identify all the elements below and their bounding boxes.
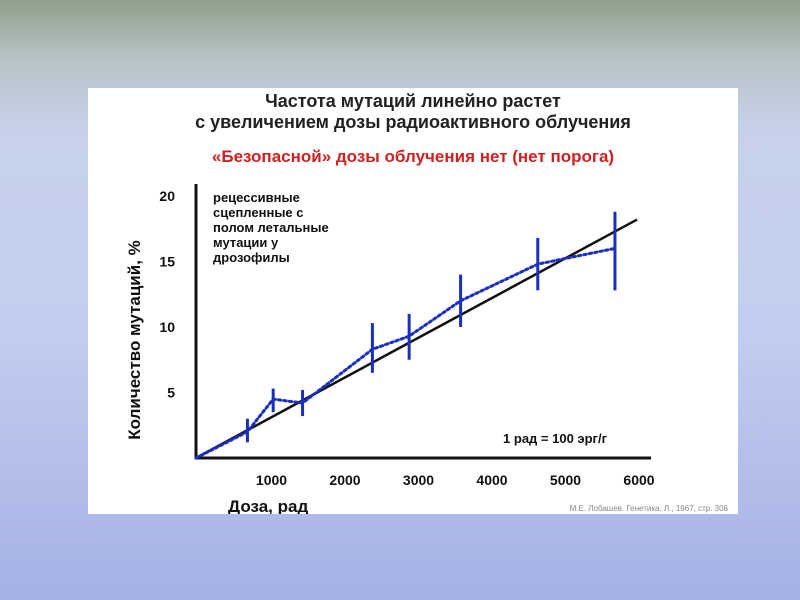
annotation-line: дрозофилы — [213, 250, 290, 265]
annotation-line: мутации у — [213, 235, 279, 250]
x-tick-label: 2000 — [329, 472, 360, 488]
annotation-line: рецессивные — [213, 190, 300, 205]
unit-note: 1 рад = 100 эрг/г — [503, 431, 608, 446]
chart-subtitle: «Безопасной» дозы облучения нет (нет пор… — [211, 147, 615, 166]
x-tick-label: 3000 — [403, 472, 434, 488]
chart-title-line-2: с увеличением дозы радиоактивного облуче… — [195, 112, 631, 132]
x-tick-label: 1000 — [256, 472, 287, 488]
x-axis-title: Доза, рад — [228, 497, 308, 514]
source-note: М.Е. Лобашев. Генетика. Л., 1967, стр. 3… — [570, 504, 729, 513]
y-tick-label: 10 — [159, 319, 175, 335]
chart-card: Частота мутаций линейно растет с увеличе… — [88, 88, 738, 514]
y-axis-title: Количество мутаций, % — [125, 240, 144, 440]
x-tick-label: 5000 — [550, 472, 581, 488]
data-series-dotted-line — [194, 246, 617, 460]
annotation-line: сцепленные с — [213, 205, 304, 220]
x-tick-label: 6000 — [623, 472, 654, 488]
chart-title-line-1: Частота мутаций линейно растет — [265, 91, 561, 111]
x-tick-label: 4000 — [476, 472, 507, 488]
annotation-line: полом летальные — [213, 220, 329, 235]
y-tick-label: 5 — [167, 385, 175, 401]
annotation-text: рецессивные сцепленные с полом летальные му… — [213, 190, 329, 265]
chart-plot: 1000 2000 3000 4000 5000 6000 5 10 15 20 Доза, рад… — [125, 184, 729, 514]
y-tick-label: 20 — [159, 188, 175, 204]
y-tick-label: 15 — [159, 254, 175, 270]
